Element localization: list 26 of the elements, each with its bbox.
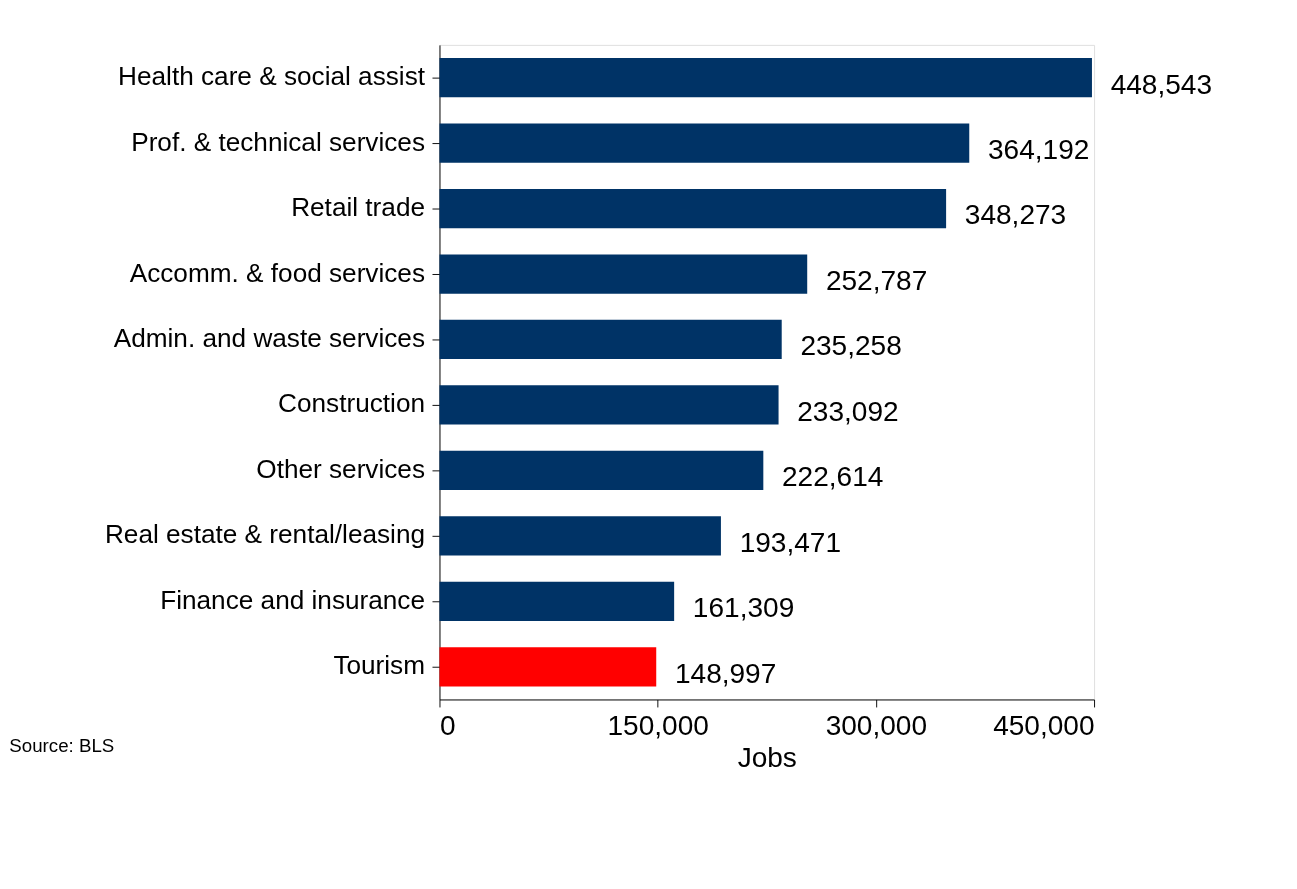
y-tick-label: Health care & social assist [118,61,426,92]
data-label: 348,273 [964,199,1067,231]
y-tick-label: Construction [278,388,426,419]
y-tick-label: Real estate & rental/leasing [104,519,426,550]
x-tick-label: 450,000 [993,710,1095,742]
x-tick-label: 300,000 [825,710,928,742]
x-tick-label: 0 [439,710,456,742]
data-label: 364,192 [987,134,1090,165]
y-tick-label: Accomm. & food services [129,257,426,288]
data-label: 252,787 [825,264,928,296]
data-label: 235,258 [800,330,902,362]
data-label: 222,614 [782,461,884,493]
data-label: 148,997 [674,657,777,689]
y-tick-label: Retail trade [291,192,426,223]
y-tick-label: Other services [256,453,426,484]
source-note: Source: BLS [9,734,115,756]
data-label: 193,471 [739,526,842,558]
y-tick-label: Admin. and waste services [113,322,426,353]
data-label: 161,309 [692,592,795,624]
data-label: 233,092 [797,395,899,427]
x-axis-title: Jobs [737,742,797,774]
y-tick-label: Finance and insurance [160,584,426,615]
data-label: 448,543 [1110,68,1213,100]
y-tick-label: Tourism [333,650,426,681]
x-tick-label: 150,000 [607,710,709,742]
y-tick-label: Prof. & technical services [131,126,426,157]
